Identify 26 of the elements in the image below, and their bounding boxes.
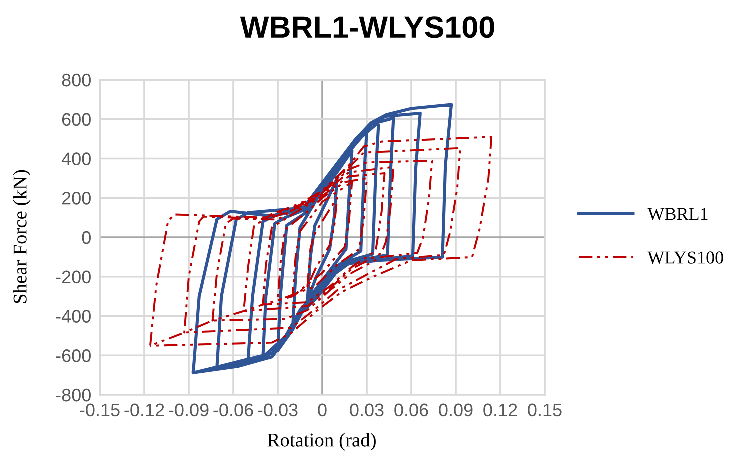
line-series — [149, 136, 493, 347]
x-tick-label: -0.12 — [124, 404, 164, 417]
y-tick-label: -200 — [56, 270, 91, 284]
x-tick-label: -0.15 — [80, 404, 120, 417]
y-tick-label: 600 — [62, 113, 91, 126]
y-tick-label: -800 — [56, 388, 91, 402]
x-tick-label: 0.06 — [394, 404, 428, 417]
y-tick-label: 200 — [62, 192, 91, 205]
y-tick-label: -600 — [56, 350, 91, 362]
y-axis-title: Shear Force (kN) — [13, 170, 31, 304]
x-tick-label: 0 — [318, 404, 327, 417]
legend-label: WBRL1 — [648, 208, 708, 220]
x-tick-label: -0.09 — [169, 404, 209, 417]
x-tick-label: -0.03 — [258, 404, 298, 417]
chart-title: WBRL1-WLYS100 — [240, 16, 494, 38]
y-tick-label: 0 — [82, 231, 91, 244]
x-tick-label: 0.03 — [350, 404, 384, 417]
y-tick-label: 400 — [62, 152, 91, 166]
y-tick-label: -400 — [56, 310, 91, 323]
y-tick-label: 800 — [62, 74, 91, 87]
x-tick-label: -0.06 — [214, 404, 254, 417]
x-tick-label: 0.12 — [484, 404, 518, 417]
x-tick-label: 0.15 — [528, 404, 562, 417]
legend-label: WLYS100 — [648, 252, 724, 264]
x-axis-title: Rotation (rad) — [268, 433, 376, 451]
x-tick-label: 0.09 — [439, 404, 473, 417]
